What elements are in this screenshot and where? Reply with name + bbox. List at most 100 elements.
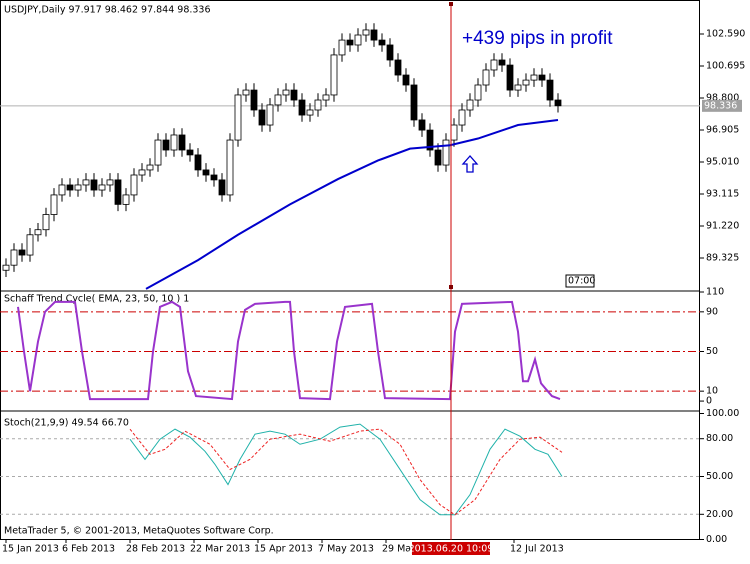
candle-body [386,44,394,61]
y-tick-label: 80.00 [706,433,733,444]
time-label: 07:00 [568,276,595,287]
chart-title: USDJPY,Daily 97.917 98.462 97.844 98.336 [4,5,211,16]
candle-body [42,214,50,231]
y-tick-label: 0.00 [706,534,727,545]
candle-body [50,194,58,215]
candle-body [66,184,74,191]
candle-body [442,139,450,166]
candle-body [530,74,538,81]
candle-body [554,99,562,107]
candle-body [322,94,330,101]
candle-body [354,34,362,46]
candle-body [162,139,170,151]
candle-body [98,184,106,191]
candle-body [546,79,554,101]
candle-body [34,229,42,236]
candle-body [266,104,274,126]
plot-frame [0,0,700,540]
candle-body [106,179,114,186]
candle-body [490,59,498,71]
x-tick-label: 22 Mar 2013 [190,544,250,555]
candle-body [434,149,442,166]
candle-body [258,109,266,126]
candle-body [498,59,506,66]
marker-dot [449,2,453,6]
candle-body [82,179,90,186]
indicator-title: Schaff Trend Cycle( EMA, 23, 50, 10 ) 1 [4,294,189,305]
candle-body [122,194,130,205]
candle-body [298,99,306,116]
candle-body [2,264,10,271]
candle-body [522,79,530,86]
candle-body [474,84,482,101]
copyright: MetaTrader 5, © 2001-2013, MetaQuotes So… [4,526,274,537]
y-tick-label: 96.905 [706,125,739,136]
y-tick-label: 95.010 [706,157,739,168]
candle-body [186,149,194,156]
y-tick-label: 100.00 [706,408,739,419]
marker-label-box [412,542,490,555]
candle-body [138,169,146,176]
x-tick-label: 12 Jul 2013 [510,544,564,555]
y-tick-label: 98.800 [706,93,739,104]
x-tick-label: 7 May 2013 [318,544,374,555]
candle-body [218,179,226,196]
candle-body [242,89,250,96]
y-tick-label: 0 [706,396,712,407]
price-label: 98.336 [704,100,737,111]
candle-body [58,184,66,196]
y-tick-label: 90 [706,306,718,317]
candle-body [426,129,434,151]
candle-body [178,134,186,151]
candle-body [210,174,218,181]
y-tick-label: 50.00 [706,471,733,482]
y-tick-label: 10 [706,386,718,397]
y-tick-label: 100.695 [706,61,745,72]
candle-body [282,89,290,96]
candle-body [194,154,202,171]
marker-dot [449,285,453,289]
candle-body [226,139,234,196]
candle-body [346,39,354,46]
candle-body [506,64,514,91]
y-tick-label: 20.00 [706,509,733,520]
candle-body [410,84,418,121]
candle-body [450,124,458,141]
candle-body [18,249,26,256]
y-tick-label: 110 [706,287,724,298]
candle-body [274,94,282,106]
x-tick-label: 15 Jan 2013 [2,544,59,555]
indicator-title: Stoch(21,9,9) 49.54 66.70 [4,418,129,429]
x-tick-label: 6 Feb 2013 [62,544,115,555]
y-tick-label: 93.115 [706,189,739,200]
candle-body [290,89,298,101]
candle-body [130,174,138,196]
series-line [129,423,563,516]
candle-body [538,74,546,81]
series-line [145,118,559,290]
arrow-icon [461,155,479,173]
x-tick-label: 28 Feb 2013 [126,544,185,555]
y-tick-label: 91.220 [706,221,739,232]
candle-body [378,39,386,46]
candle-body [466,99,474,111]
candle-body [154,139,162,166]
marker-label: 2013.06.20 10:09 [409,544,494,555]
time-box [565,274,595,288]
candle-body [170,134,178,151]
candle-body [114,179,122,205]
series-line [17,300,561,401]
candle-body [402,74,410,86]
candle-body [370,29,378,41]
series-line [129,428,563,516]
candle-body [26,234,34,256]
candle-body [394,59,402,76]
y-tick-label: 89.325 [706,253,739,264]
candle-body [482,69,490,86]
candle-body [362,29,370,36]
candle-body [338,39,346,56]
candle-body [330,54,338,96]
candle-body [418,119,426,131]
candle-body [74,184,82,191]
candle-body [146,164,154,171]
